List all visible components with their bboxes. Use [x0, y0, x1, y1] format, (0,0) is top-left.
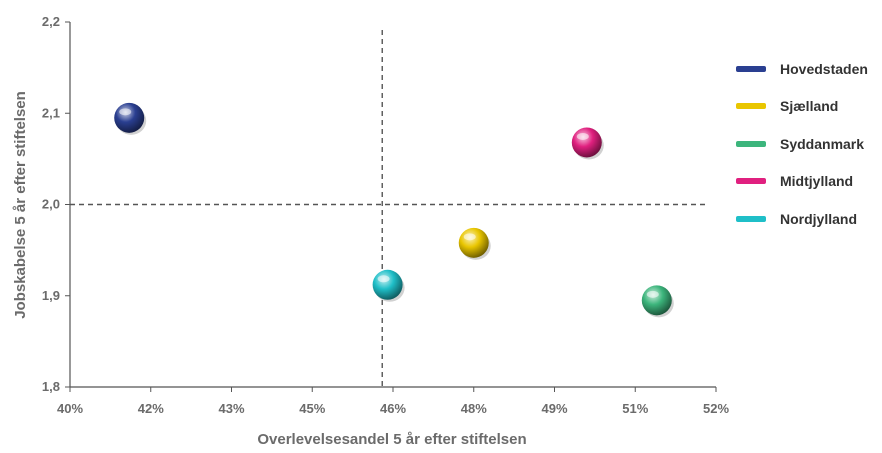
point-highlight [646, 290, 659, 298]
x-tick-label: 43% [218, 401, 244, 416]
x-tick-label: 49% [541, 401, 567, 416]
legend-swatch [736, 140, 766, 147]
point-hovedstaden [114, 102, 145, 133]
legend-item-nordjylland: Nordjylland [736, 200, 868, 238]
legend-swatch [736, 65, 766, 72]
legend-label: Syddanmark [780, 135, 865, 152]
legend-label: Hovedstaden [780, 60, 868, 77]
point-highlight [576, 132, 589, 140]
y-tick-label: 1,8 [42, 379, 60, 394]
x-tick-label: 52% [703, 401, 729, 416]
point-highlight [463, 233, 476, 241]
legend-item-midtjylland: Midtjylland [736, 163, 868, 201]
legend-label: Nordjylland [780, 210, 858, 227]
legend-item-syddanmark: Syddanmark [736, 125, 868, 163]
y-tick-label: 2,1 [42, 105, 60, 120]
y-tick-label: 2,0 [42, 197, 60, 212]
data-points [114, 102, 674, 318]
point-nordjylland [372, 269, 403, 300]
point-sj-lland [458, 227, 489, 258]
legend-item-hovedstaden: Hovedstaden [736, 50, 868, 88]
x-tick-label: 45% [299, 401, 325, 416]
tick-labels: 40% 42% 43% 45% 46% 48% 49% 51% 52% 1,8 1,9 2,0 2,1 2… [42, 14, 730, 416]
legend-label: Midtjylland [780, 173, 854, 190]
point-highlight [377, 275, 390, 283]
point-syddanmark [641, 285, 672, 316]
legend-swatch [736, 178, 766, 185]
legend: Hovedstaden Sjælland Syddanmark Midtjylland… [736, 50, 868, 238]
y-tick-label: 1,9 [42, 288, 60, 303]
x-tick-label: 46% [380, 401, 406, 416]
legend-swatch [736, 215, 766, 222]
reference-lines [70, 30, 708, 387]
x-tick-label: 40% [57, 401, 83, 416]
legend-item-sj-lland: Sjælland [736, 88, 868, 126]
x-axis-title: Overlevelsesandel 5 år efter stiftelsen [257, 431, 526, 448]
legend-swatch [736, 103, 766, 110]
point-highlight [119, 108, 132, 116]
y-tick-label: 2,2 [42, 14, 60, 29]
point-midtjylland [571, 127, 602, 158]
x-tick-label: 48% [461, 401, 487, 416]
x-tick-label: 42% [138, 401, 164, 416]
x-tick-label: 51% [622, 401, 648, 416]
legend-label: Sjælland [780, 98, 839, 115]
y-axis-title: Jobskabelse 5 år efter stiftelsen [12, 91, 29, 319]
